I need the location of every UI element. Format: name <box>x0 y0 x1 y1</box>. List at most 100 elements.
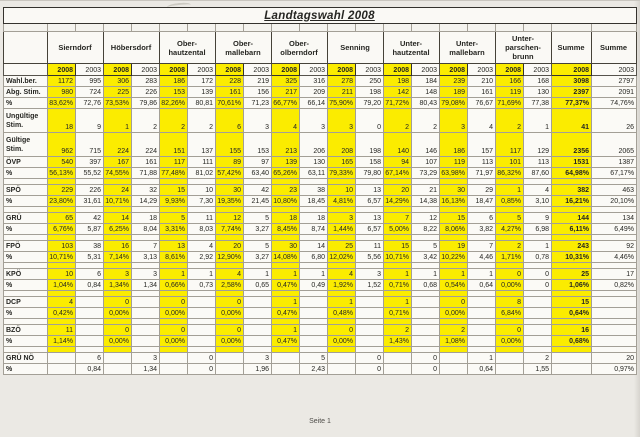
value-cell: 250 <box>355 75 384 87</box>
value-cell <box>523 335 552 347</box>
value-cell: 41 <box>551 108 592 133</box>
spacer-row <box>3 23 638 32</box>
value-cell: 6 <box>75 352 104 364</box>
value-cell: 1,06% <box>551 279 592 291</box>
value-cell: 278 <box>327 75 356 87</box>
value-cell <box>439 352 468 364</box>
value-cell: 6,84% <box>495 307 524 319</box>
value-cell: 92 <box>590 240 638 252</box>
year-2008-header: 2008 <box>103 63 132 76</box>
year-2008-header: 2008 <box>383 63 412 76</box>
municipality-header: Unter- parschen- brunn <box>495 31 552 64</box>
spacer-cell <box>47 23 76 32</box>
value-cell <box>590 307 638 319</box>
value-cell: 1 <box>383 296 412 308</box>
year-2003-header: 2003 <box>411 63 440 76</box>
value-cell: 11 <box>187 212 216 224</box>
table-row: GRÜ NÖ 6 3 0 3 5 0 0 1 2 20 <box>3 352 638 364</box>
value-cell: 0,00% <box>159 335 188 347</box>
year-2003-header: 2003 <box>355 63 384 76</box>
value-cell: 980 <box>47 86 76 98</box>
value-cell <box>590 335 638 347</box>
value-cell <box>215 363 244 375</box>
year-2008-header: 2008 <box>439 63 468 76</box>
value-cell <box>355 296 384 308</box>
spacer-cell <box>243 23 272 32</box>
table-row: Gültige Stim. 962 715 224 224 151 137 155 153 213… <box>3 132 638 157</box>
value-cell: 10,22% <box>439 251 468 263</box>
row-label: ÖVP <box>3 156 48 168</box>
value-cell <box>355 324 384 336</box>
value-cell: 3,82 <box>467 223 496 235</box>
value-cell: 30 <box>215 184 244 196</box>
value-cell: 32 <box>131 184 160 196</box>
table-row: % 6,76% 5,87 6,25% 8,04 3,31% 8,03 7,74% 3,27 8,4… <box>3 223 638 235</box>
value-cell: 139 <box>187 86 216 98</box>
value-cell: 0,82% <box>590 279 638 291</box>
value-cell: 0,54% <box>439 279 468 291</box>
spacer-cell <box>327 23 356 32</box>
value-cell <box>131 296 160 308</box>
year-2008-header: 2008 <box>495 63 524 76</box>
value-cell: 1 <box>383 268 412 280</box>
value-cell: 66,77% <box>271 97 300 109</box>
value-cell: 5 <box>159 212 188 224</box>
value-cell: 6,57 <box>355 223 384 235</box>
value-cell <box>243 324 272 336</box>
value-cell: 10 <box>187 184 216 196</box>
value-cell: 89 <box>215 156 244 168</box>
value-cell: 1,55 <box>523 363 552 375</box>
value-cell <box>467 307 496 319</box>
value-cell <box>327 363 356 375</box>
value-cell: 0,84 <box>75 363 104 375</box>
year-2008-header: 2008 <box>215 63 244 76</box>
row-label: GRÜ <box>3 212 48 224</box>
value-cell <box>411 307 440 319</box>
value-cell: 3,27 <box>243 251 272 263</box>
value-cell: 134 <box>590 212 638 224</box>
value-cell: 219 <box>243 75 272 87</box>
value-cell: 2397 <box>551 86 592 98</box>
spacer-cell <box>159 23 188 32</box>
value-cell <box>103 352 132 364</box>
value-cell: 79,20 <box>355 97 384 109</box>
value-cell: 206 <box>299 132 328 157</box>
value-cell: 6,49% <box>590 223 638 235</box>
value-cell <box>243 307 272 319</box>
table-row: % 10,71% 5,31 7,14% 3,13 8,61% 2,92 12,90% 3,27 1… <box>3 251 638 263</box>
value-cell: 962 <box>47 132 76 157</box>
value-cell <box>75 296 104 308</box>
value-cell: 17 <box>590 268 638 280</box>
table-row: BZÖ 11 0 0 0 1 0 2 2 0 16 <box>3 324 638 336</box>
value-cell <box>495 352 524 364</box>
value-cell: 18,45 <box>299 195 328 207</box>
row-label: DCP <box>3 296 48 308</box>
value-cell: 2,43 <box>299 363 328 375</box>
value-cell: 81,02 <box>187 167 216 179</box>
value-cell: 168 <box>523 75 552 87</box>
value-cell: 3 <box>131 268 160 280</box>
summe-year-2003-header: 2003 <box>590 63 638 76</box>
value-cell <box>187 335 216 347</box>
value-cell: 113 <box>467 156 496 168</box>
value-cell: 70,61% <box>215 97 244 109</box>
value-cell: 4 <box>187 240 216 252</box>
value-cell: 1 <box>271 268 300 280</box>
row-label: % <box>3 223 48 235</box>
value-cell: 0,78 <box>523 251 552 263</box>
value-cell: 140 <box>383 132 412 157</box>
value-cell: 25 <box>551 268 592 280</box>
value-cell <box>271 352 300 364</box>
value-cell: 73,53% <box>103 97 132 109</box>
table-row: DCP 4 0 0 0 1 1 1 0 8 15 <box>3 296 638 308</box>
value-cell <box>327 352 356 364</box>
value-cell <box>215 352 244 364</box>
value-cell: 63,40 <box>243 167 272 179</box>
value-cell: 382 <box>551 184 592 196</box>
value-cell: 243 <box>551 240 592 252</box>
value-cell: 995 <box>75 75 104 87</box>
value-cell: 161 <box>131 156 160 168</box>
value-cell <box>243 335 272 347</box>
value-cell: 79,86 <box>131 97 160 109</box>
table-row: Wahl.ber. 1172 995 306 283 186 172 228 219 325 316… <box>3 75 638 87</box>
